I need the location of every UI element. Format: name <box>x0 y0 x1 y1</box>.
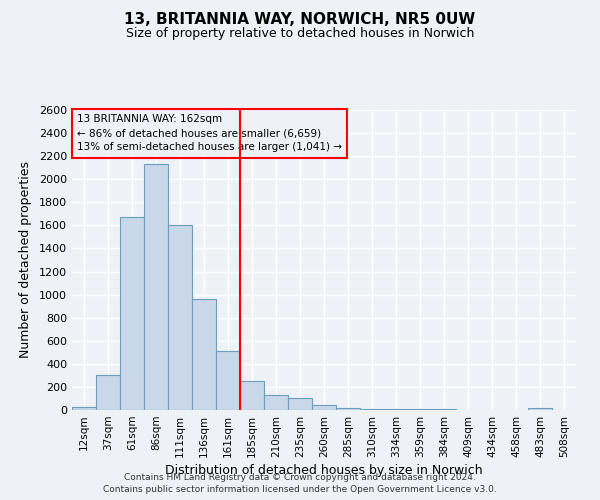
Bar <box>96 376 120 410</box>
Bar <box>528 408 552 410</box>
Bar <box>240 380 264 410</box>
Bar <box>120 218 144 410</box>
X-axis label: Distribution of detached houses by size in Norwich: Distribution of detached houses by size … <box>165 464 483 477</box>
Text: 13, BRITANNIA WAY, NORWICH, NR5 0UW: 13, BRITANNIA WAY, NORWICH, NR5 0UW <box>124 12 476 28</box>
Text: Size of property relative to detached houses in Norwich: Size of property relative to detached ho… <box>126 28 474 40</box>
Bar <box>336 408 360 410</box>
Bar <box>288 398 312 410</box>
Bar <box>192 299 216 410</box>
Bar <box>360 408 384 410</box>
Text: 13 BRITANNIA WAY: 162sqm
← 86% of detached houses are smaller (6,659)
13% of sem: 13 BRITANNIA WAY: 162sqm ← 86% of detach… <box>77 114 342 152</box>
Bar <box>72 407 96 410</box>
Bar <box>264 395 288 410</box>
Text: Contains public sector information licensed under the Open Government Licence v3: Contains public sector information licen… <box>103 486 497 494</box>
Y-axis label: Number of detached properties: Number of detached properties <box>19 162 32 358</box>
Text: Contains HM Land Registry data © Crown copyright and database right 2024.: Contains HM Land Registry data © Crown c… <box>124 473 476 482</box>
Bar <box>384 409 408 410</box>
Bar <box>312 406 336 410</box>
Bar <box>216 351 240 410</box>
Bar <box>168 226 192 410</box>
Bar <box>144 164 168 410</box>
